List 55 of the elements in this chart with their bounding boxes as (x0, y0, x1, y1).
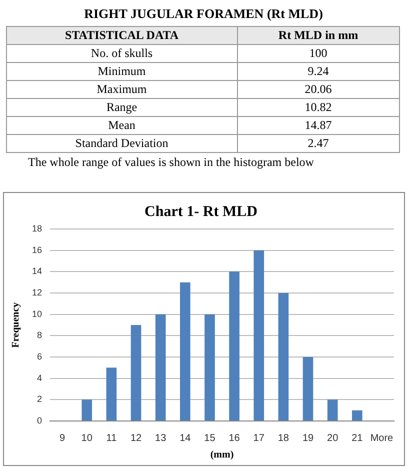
x-tick-label: 18 (278, 432, 290, 444)
x-tick-label: 15 (204, 432, 216, 444)
bar (302, 357, 314, 420)
y-tick-label: 14 (32, 266, 42, 276)
text: Mean (6, 116, 238, 134)
chart-title: Chart 1- Rt MLD (144, 204, 258, 220)
x-axis-title: (mm) (210, 450, 234, 461)
text: No. of skulls (6, 44, 238, 62)
x-tick-label: 19 (302, 432, 314, 444)
bar (204, 314, 215, 420)
bar (254, 250, 264, 420)
y-tick-label: 12 (32, 287, 42, 298)
y-tick-label: 4 (36, 372, 42, 383)
x-tick-label: 20 (327, 432, 339, 444)
text: 10.82 (237, 98, 400, 116)
y-tick-label: 8 (36, 330, 42, 340)
bar (155, 314, 166, 420)
bar (180, 282, 190, 420)
x-tick-label: 17 (253, 432, 265, 444)
bar (229, 272, 240, 420)
y-tick-label: 18 (32, 223, 42, 234)
y-tick-label: 2 (36, 394, 42, 404)
bar (82, 400, 92, 420)
bar (130, 325, 142, 420)
y-tick-label: 10 (32, 308, 42, 319)
text: STATISTICAL DATA (6, 26, 238, 44)
x-tick-label: More (370, 432, 394, 444)
x-tick-label: 13 (155, 432, 167, 444)
bar (106, 368, 117, 420)
x-tick-label: 9 (60, 432, 66, 444)
text: 2.47 (237, 134, 400, 152)
y-tick-label: 6 (36, 351, 42, 362)
bar (352, 410, 362, 420)
text: 20.06 (237, 80, 400, 98)
text: 14.87 (237, 116, 400, 134)
bar (327, 400, 338, 420)
y-tick-label: 16 (32, 244, 42, 255)
x-tick-label: 10 (81, 432, 93, 444)
x-tick-label: 14 (180, 432, 192, 444)
bar (278, 293, 289, 420)
text: 9.24 (237, 62, 400, 80)
text: 100 (237, 44, 400, 62)
text: Rt MLD in mm (237, 26, 400, 44)
x-tick-label: 21 (352, 432, 364, 444)
text: Minimum (6, 62, 238, 80)
text: Standard Deviation (6, 134, 238, 152)
text: Maximum (6, 80, 238, 98)
y-tick-label: 0 (36, 415, 42, 426)
x-tick-label: 12 (130, 432, 142, 444)
text: The whole range of values is shown in the histogram below (28, 155, 315, 170)
text: RIGHT JUGULAR FORAMEN (Rt MLD) (83, 6, 324, 22)
text: Range (6, 98, 238, 116)
y-axis-title: Frequency (10, 302, 22, 348)
x-tick-label: 11 (106, 432, 118, 444)
x-tick-label: 16 (228, 432, 240, 444)
